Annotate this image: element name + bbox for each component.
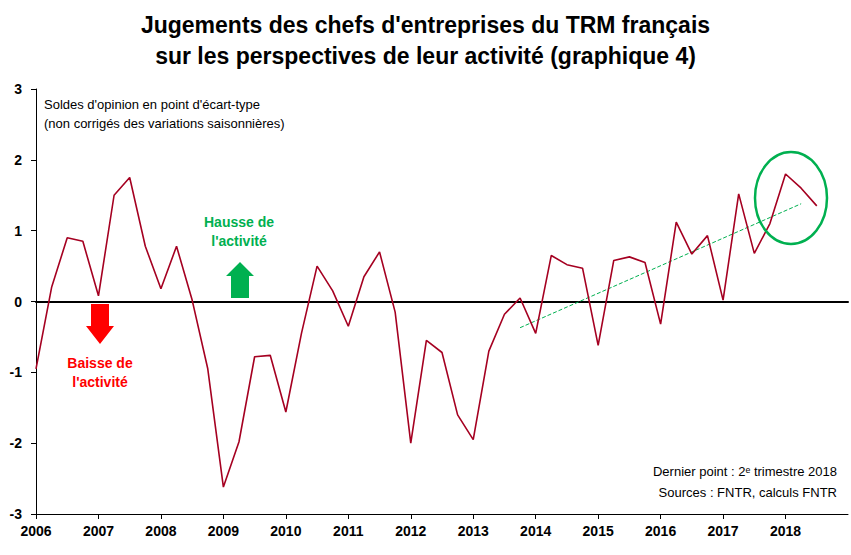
svg-text:2014: 2014 — [520, 523, 551, 539]
svg-text:-2: -2 — [10, 435, 23, 451]
svg-text:2015: 2015 — [583, 523, 614, 539]
svg-text:l'activité: l'activité — [72, 374, 128, 390]
svg-text:Soldes d'opinion en point d'éc: Soldes d'opinion en point d'écart-type — [44, 97, 260, 112]
svg-text:-3: -3 — [10, 506, 23, 522]
svg-text:2013: 2013 — [458, 523, 489, 539]
svg-text:1: 1 — [14, 223, 22, 239]
svg-text:2016: 2016 — [645, 523, 676, 539]
svg-text:Dernier point : 2ᵉ trimestre 2: Dernier point : 2ᵉ trimestre 2018 — [653, 464, 837, 479]
svg-text:Hausse de: Hausse de — [204, 214, 274, 230]
svg-text:Baisse de: Baisse de — [67, 355, 133, 371]
svg-text:(non corrigés des variations s: (non corrigés des variations saisonnière… — [44, 116, 285, 131]
svg-text:Jugements des chefs d'entrepri: Jugements des chefs d'entreprises du TRM… — [141, 12, 710, 38]
svg-text:2017: 2017 — [707, 523, 738, 539]
svg-text:2010: 2010 — [270, 523, 301, 539]
svg-text:2011: 2011 — [333, 523, 364, 539]
svg-text:sur les perspectives de leur a: sur les perspectives de leur activité (g… — [155, 43, 696, 69]
svg-text:-1: -1 — [10, 364, 23, 380]
svg-text:0: 0 — [14, 294, 22, 310]
svg-text:2018: 2018 — [770, 523, 801, 539]
svg-text:2012: 2012 — [395, 523, 426, 539]
svg-text:2: 2 — [14, 152, 22, 168]
svg-text:3: 3 — [14, 81, 22, 97]
svg-text:2008: 2008 — [145, 523, 176, 539]
svg-text:2007: 2007 — [83, 523, 114, 539]
svg-text:l'activité: l'activité — [211, 233, 267, 249]
svg-text:2006: 2006 — [20, 523, 51, 539]
svg-text:2009: 2009 — [208, 523, 239, 539]
svg-text:Sources : FNTR, calculs FNTR: Sources : FNTR, calculs FNTR — [659, 485, 837, 500]
